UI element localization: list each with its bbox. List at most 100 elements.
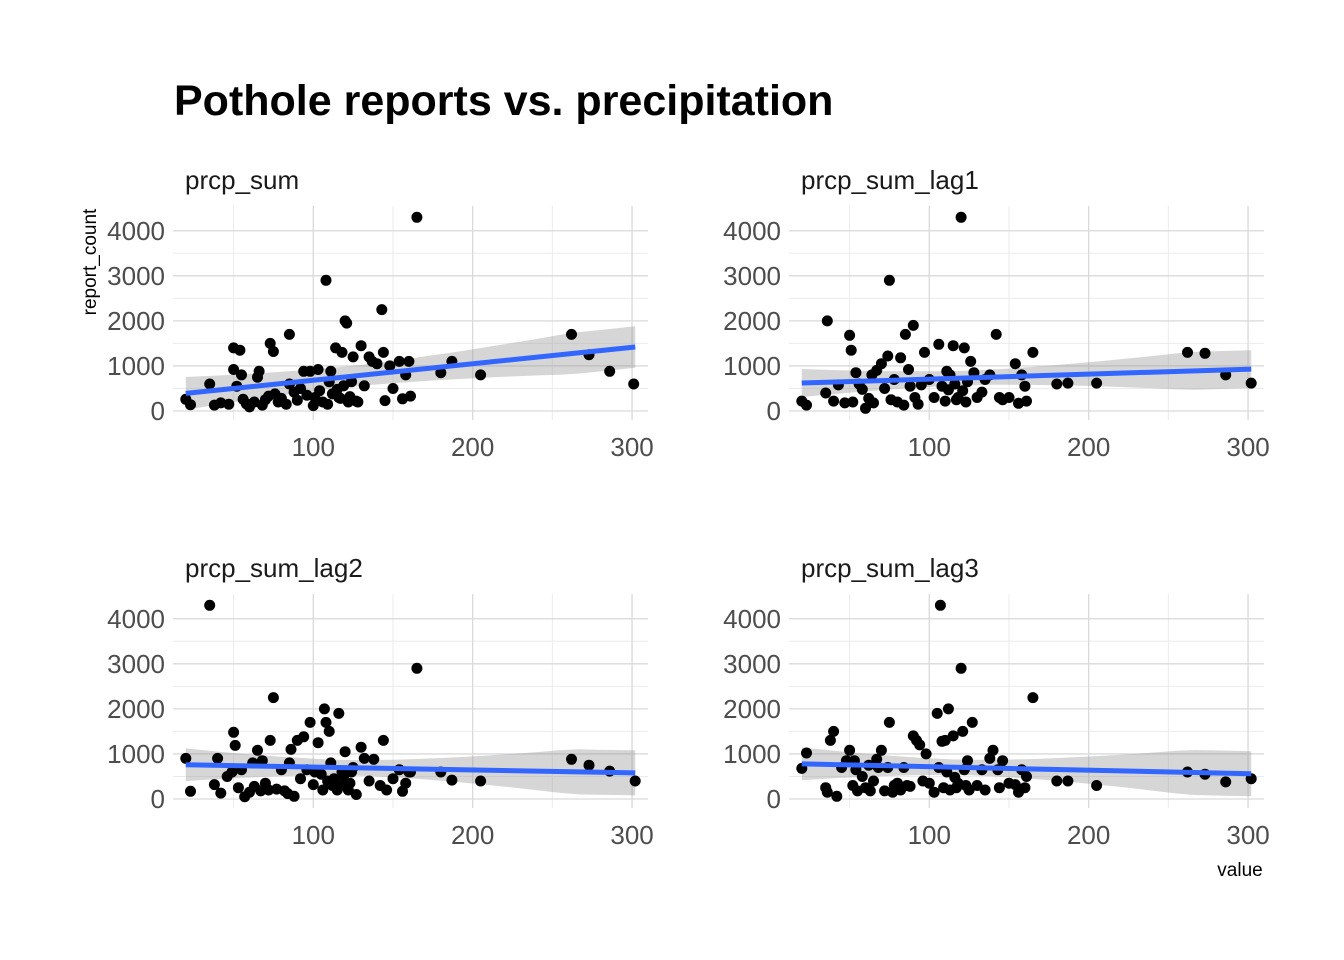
- data-point: [323, 725, 335, 737]
- data-point: [939, 734, 951, 746]
- data-point: [868, 775, 879, 787]
- data-point: [377, 346, 389, 358]
- data-point: [1051, 775, 1063, 787]
- data-point: [915, 379, 927, 391]
- x-tick-label: 300: [1226, 432, 1269, 462]
- panel-prcp_sum_lag3: prcp_sum_lag3 0 1000 2000 3000 4000 100 200 300: [723, 553, 1270, 850]
- data-point: [828, 725, 840, 737]
- data-point: [895, 352, 907, 364]
- data-point: [993, 782, 1005, 794]
- x-tick-label: 100: [292, 432, 335, 462]
- data-point: [280, 398, 292, 410]
- y-tick-label: 1000: [723, 351, 781, 381]
- data-point: [839, 397, 851, 409]
- data-point: [1027, 346, 1039, 358]
- data-point: [871, 753, 883, 765]
- panel-strip-label: prcp_sum: [185, 165, 299, 195]
- data-point: [987, 744, 999, 756]
- data-point: [228, 726, 240, 738]
- data-point: [860, 402, 871, 414]
- data-point: [352, 396, 364, 408]
- data-point: [411, 662, 423, 674]
- data-point: [899, 328, 911, 340]
- data-point: [920, 748, 932, 760]
- data-point: [883, 716, 895, 728]
- data-point: [400, 777, 412, 789]
- data-point: [1062, 377, 1074, 389]
- data-point: [347, 351, 359, 363]
- y-tick-label: 4000: [723, 216, 781, 246]
- data-point: [215, 787, 227, 799]
- data-point: [1019, 782, 1031, 794]
- data-point: [212, 752, 224, 764]
- data-point: [267, 346, 279, 357]
- y-tick-label: 2000: [723, 694, 781, 724]
- data-point: [185, 399, 196, 411]
- data-point: [1182, 346, 1193, 358]
- fit-line: [801, 366, 1252, 386]
- data-point: [226, 766, 238, 778]
- data-point: [376, 304, 388, 316]
- fit-line: [185, 344, 636, 396]
- data-point: [1062, 775, 1074, 787]
- data-point: [844, 329, 856, 341]
- data-point: [223, 398, 235, 410]
- data-point: [377, 734, 389, 746]
- data-point: [831, 790, 843, 802]
- panel-strip-label: prcp_sum_lag3: [801, 553, 979, 583]
- data-point: [879, 383, 891, 394]
- data-point: [912, 398, 924, 410]
- data-point: [411, 211, 423, 223]
- data-point: [821, 315, 833, 327]
- x-tick-label: 100: [908, 432, 951, 462]
- data-point: [947, 340, 959, 352]
- x-tick-label: 300: [1226, 820, 1269, 850]
- data-point: [355, 340, 367, 352]
- data-point: [847, 396, 859, 408]
- data-point: [583, 759, 595, 771]
- data-point: [828, 395, 840, 407]
- fit-line: [185, 762, 636, 776]
- y-tick-label: 1000: [107, 351, 165, 381]
- data-point: [923, 777, 935, 789]
- data-point: [955, 211, 967, 223]
- data-point: [1021, 771, 1032, 782]
- data-point: [907, 319, 919, 331]
- data-point: [965, 355, 977, 367]
- y-tick-label: 4000: [723, 604, 781, 634]
- data-point: [882, 350, 894, 362]
- y-axis-label: report_count: [80, 208, 101, 315]
- data-point: [942, 703, 954, 715]
- data-point: [844, 744, 856, 756]
- data-point: [824, 734, 836, 746]
- data-point: [955, 662, 967, 674]
- x-tick-label: 100: [908, 820, 951, 850]
- data-point: [317, 784, 329, 796]
- data-point: [363, 775, 375, 787]
- data-point: [933, 338, 945, 350]
- data-point: [381, 784, 393, 796]
- data-point: [253, 365, 265, 377]
- y-tick-label: 2000: [107, 306, 165, 336]
- data-point: [1003, 392, 1015, 403]
- data-point: [875, 744, 887, 756]
- x-tick-label: 300: [610, 820, 653, 850]
- data-point: [208, 779, 220, 791]
- data-point: [344, 777, 356, 789]
- y-tick-label: 3000: [723, 649, 781, 679]
- data-point: [801, 399, 812, 411]
- data-point: [628, 378, 640, 390]
- y-tick-label: 0: [151, 396, 165, 426]
- data-point: [958, 342, 970, 354]
- fit-line: [801, 761, 1252, 777]
- data-point: [435, 367, 447, 379]
- data-point: [939, 395, 951, 407]
- data-point: [371, 358, 383, 370]
- data-point: [387, 383, 399, 394]
- data-point: [962, 755, 973, 767]
- data-point: [903, 364, 914, 375]
- data-point: [979, 784, 991, 796]
- data-point: [971, 780, 983, 791]
